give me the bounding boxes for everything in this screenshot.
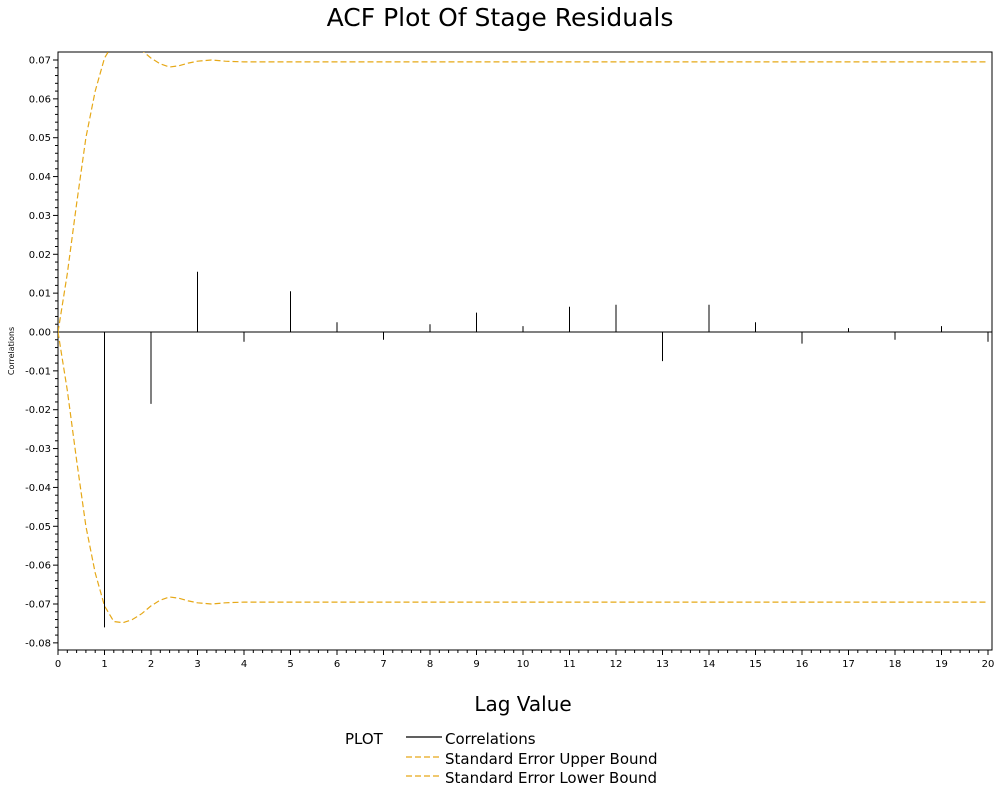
y-tick-label: -0.03 [25,444,51,455]
y-tick-label: -0.08 [25,638,51,649]
y-tick-label: 0.06 [29,94,51,105]
y-tick-label: 0.03 [29,211,51,222]
y-tick-label: -0.06 [25,561,51,572]
x-tick-label: 1 [101,659,107,670]
x-tick-label: 0 [55,659,61,670]
plot-frame [57,51,993,651]
x-tick-label: 13 [656,659,669,670]
x-tick-label: 5 [287,659,293,670]
y-tick-label: 0.07 [29,56,51,67]
x-tick-label: 16 [796,659,809,670]
x-tick-label: 8 [427,659,433,670]
legend-entry-correlations: Correlations [445,730,536,748]
x-axis-label: Lag Value [474,692,571,716]
x-tick-label: 10 [517,659,530,670]
x-tick-label: 12 [610,659,623,670]
y-axis-label: Correlations [7,327,16,375]
x-tick-label: 17 [842,659,855,670]
series-lower-bound-line [58,331,988,624]
x-tick-label: 6 [334,659,340,670]
correlation-bars [104,271,989,628]
x-tick-label: 18 [889,659,902,670]
y-tick-label: -0.07 [25,600,51,611]
y-tick-label: -0.05 [25,522,51,533]
chart-title: ACF Plot Of Stage Residuals [327,3,674,32]
y-axis: 0.07 0.06 0.05 0.04 0.03 0.02 0.01 0.00 -0.01 -0.… [25,56,58,649]
legend-entry-lower-bound: Standard Error Lower Bound [445,769,657,787]
legend-entry-upper-bound: Standard Error Upper Bound [445,750,658,768]
x-axis: 0 1 2 3 4 5 6 7 8 9 10 11 12 13 14 15 16 17 18 19 20 [55,650,995,670]
x-tick-label: 7 [380,659,386,670]
x-tick-label: 4 [241,659,247,670]
legend-title: PLOT [345,730,384,748]
y-tick-label: -0.04 [25,483,51,494]
x-tick-label: 2 [148,659,154,670]
y-tick-label: 0.01 [29,289,51,300]
x-tick-label: 11 [563,659,576,670]
y-tick-label: 0.05 [29,133,51,144]
x-tick-label: 19 [935,659,948,670]
series-upper-bound-line [58,52,988,333]
x-tick-label: 15 [749,659,762,670]
x-tick-label: 3 [194,659,200,670]
legend: PLOT Correlations Standard Error Upper B… [345,730,658,787]
x-tick-label: 14 [703,659,716,670]
y-tick-label: -0.01 [25,366,51,377]
y-tick-label: 0.02 [29,250,51,261]
x-tick-label: 9 [473,659,479,670]
y-tick-label: 0.00 [29,328,51,339]
x-tick-label: 20 [982,659,995,670]
y-tick-label: -0.02 [25,405,51,416]
y-tick-label: 0.04 [29,172,51,183]
